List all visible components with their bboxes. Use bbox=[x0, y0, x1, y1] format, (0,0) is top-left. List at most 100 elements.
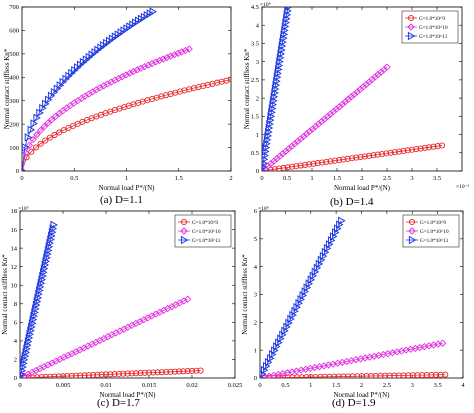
data-point bbox=[377, 372, 384, 378]
data-point bbox=[323, 244, 332, 253]
y-tick-label: 0 bbox=[254, 375, 257, 382]
data-point bbox=[28, 148, 35, 155]
data-point bbox=[25, 141, 34, 149]
legend: G=1.0*10^9 G=1.0*10^10 G=1.0*10^11 bbox=[401, 10, 459, 44]
data-point bbox=[81, 372, 88, 378]
legend-label: G=1.0*10^9 bbox=[419, 16, 445, 22]
series-2 bbox=[262, 7, 293, 171]
data-point bbox=[275, 374, 282, 378]
data-point bbox=[297, 295, 306, 304]
data-point bbox=[267, 166, 274, 171]
data-point bbox=[279, 330, 287, 340]
data-point bbox=[48, 115, 56, 124]
series-line bbox=[262, 7, 289, 171]
legend-label: G=1.0*10^10 bbox=[420, 229, 449, 235]
data-point bbox=[288, 163, 296, 170]
data-point bbox=[439, 339, 447, 347]
data-point bbox=[361, 153, 368, 160]
data-point bbox=[44, 119, 52, 127]
data-point bbox=[59, 373, 67, 378]
data-point bbox=[349, 373, 356, 378]
y-axis-label: Normal contact stiffless Kn* bbox=[241, 254, 249, 335]
data-point bbox=[27, 125, 36, 135]
x-tick-label: 0.5 bbox=[281, 382, 289, 389]
y-tick-label: 5 bbox=[254, 236, 257, 243]
data-point bbox=[325, 240, 334, 249]
data-point bbox=[396, 148, 403, 155]
data-point bbox=[310, 160, 317, 167]
data-point bbox=[432, 371, 440, 378]
x-tick-label: 3 bbox=[410, 175, 413, 182]
x-tick-label: 0.005 bbox=[56, 382, 71, 389]
data-point bbox=[293, 374, 301, 378]
data-point bbox=[405, 372, 412, 378]
y-tick-label: 400 bbox=[9, 74, 19, 81]
series-line bbox=[20, 224, 54, 378]
data-point bbox=[38, 374, 45, 378]
data-point bbox=[185, 45, 193, 53]
data-point bbox=[94, 371, 101, 378]
series-line bbox=[262, 145, 443, 171]
y-tick-label: 16 bbox=[11, 227, 18, 234]
caption-b: (b) D=1.4 bbox=[330, 196, 374, 208]
data-point bbox=[51, 373, 58, 378]
data-point bbox=[34, 374, 41, 378]
data-point bbox=[323, 158, 330, 165]
series-1 bbox=[262, 63, 391, 171]
y-tick-label: 0 bbox=[256, 168, 259, 175]
series-1 bbox=[20, 295, 192, 378]
data-point bbox=[354, 373, 361, 378]
data-point bbox=[340, 373, 347, 378]
data-point bbox=[90, 371, 97, 378]
data-point bbox=[176, 368, 183, 375]
y-tick-label: 700 bbox=[9, 4, 19, 11]
series-line bbox=[20, 370, 201, 378]
data-point bbox=[188, 367, 196, 374]
y-tick-label: 0.5 bbox=[251, 150, 259, 157]
data-point bbox=[307, 275, 316, 284]
data-point bbox=[434, 143, 441, 150]
data-point bbox=[370, 152, 377, 159]
data-point bbox=[137, 64, 145, 72]
data-point bbox=[275, 338, 283, 347]
data-point bbox=[332, 228, 340, 237]
data-point bbox=[152, 58, 160, 66]
data-point bbox=[171, 368, 178, 375]
plot-area bbox=[262, 7, 446, 171]
caption-d: (d) D=1.9 bbox=[332, 397, 376, 409]
data-point bbox=[51, 131, 58, 139]
data-point bbox=[42, 373, 49, 378]
x-tick-label: 1.5 bbox=[332, 382, 340, 389]
data-point bbox=[85, 372, 92, 378]
x-tick-label: 3 bbox=[411, 382, 414, 389]
y-tick-label: 4 bbox=[256, 22, 260, 29]
data-point bbox=[336, 157, 343, 164]
data-point bbox=[42, 137, 49, 144]
data-point bbox=[400, 372, 407, 378]
y-tick-label: 18 bbox=[11, 208, 18, 215]
data-point bbox=[271, 166, 278, 171]
x-exponent: ×10⁻³ bbox=[456, 184, 470, 190]
legend-label: G=1.0*10^11 bbox=[419, 34, 448, 40]
caption-a: (a) D=1.1 bbox=[100, 194, 143, 206]
series-0 bbox=[22, 76, 231, 171]
data-point bbox=[387, 149, 394, 156]
data-point bbox=[184, 368, 191, 375]
data-point bbox=[141, 369, 148, 376]
y-tick-label: 4 bbox=[254, 264, 258, 271]
data-point bbox=[155, 56, 164, 65]
data-point bbox=[378, 150, 386, 158]
data-point bbox=[170, 51, 178, 59]
data-point bbox=[363, 373, 370, 378]
x-axis-label: Normal load P*/(N) bbox=[334, 391, 391, 399]
data-point bbox=[265, 358, 273, 367]
y-exponent: ×10⁸ bbox=[258, 206, 269, 212]
data-point bbox=[111, 371, 118, 378]
data-point bbox=[47, 373, 54, 378]
legend-label: G=1.0*10^10 bbox=[192, 229, 221, 235]
data-point bbox=[128, 370, 135, 377]
y-tick-label: 0 bbox=[14, 375, 17, 382]
data-point bbox=[358, 373, 365, 378]
data-point bbox=[124, 370, 131, 377]
data-point bbox=[357, 153, 364, 161]
